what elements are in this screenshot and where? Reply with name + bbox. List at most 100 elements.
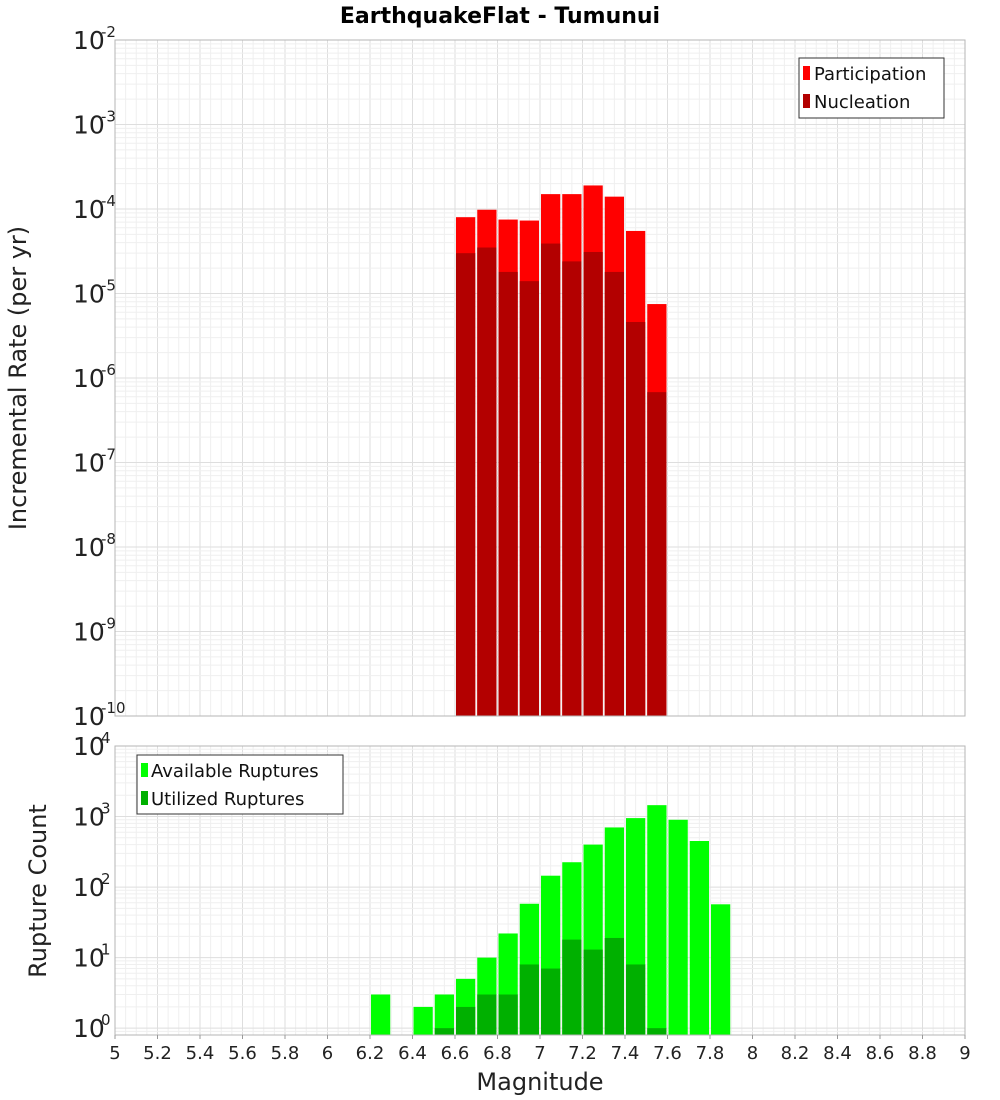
legend-swatch-nucleation [803,94,810,108]
bottom-bar-utilized-ruptures [626,964,646,1035]
bottom-y-tick-label: 102 [73,870,111,902]
x-tick-label: 6 [322,1043,333,1064]
svg-text:10: 10 [73,618,105,647]
bottom-y-axis-label: Rupture Count [24,804,52,978]
svg-text:10: 10 [73,364,105,393]
top-plot-frame [114,39,966,717]
svg-text:-9: -9 [101,615,116,633]
svg-text:-6: -6 [101,361,116,379]
svg-text:-2: -2 [101,23,116,41]
legend-swatch-available [141,763,148,777]
x-tick-label: 8 [747,1043,758,1064]
top-bar-nucleation [541,243,561,716]
top-bar-nucleation [583,251,603,717]
legend-utilized-label: Utilized Ruptures [151,789,304,810]
top-y-axis-label: Incremental Rate (per yr) [4,226,32,530]
svg-text:-8: -8 [101,530,116,548]
top-bar-nucleation [604,271,624,716]
x-tick-label: 8.2 [781,1043,810,1064]
top-legend: Participation Nucleation [798,57,945,119]
bottom-bar-available-ruptures [371,994,391,1035]
top-bar-nucleation [456,253,476,716]
top-y-tick-label: 10-8 [73,530,116,562]
svg-text:10: 10 [73,873,105,902]
svg-text:10: 10 [73,26,105,55]
bottom-bar-utilized-ruptures [647,1028,667,1035]
top-bar-nucleation [498,271,518,716]
svg-text:10: 10 [73,732,105,761]
svg-text:0: 0 [101,1011,111,1029]
x-tick-label: 7 [534,1043,545,1064]
top-bar-nucleation [647,392,667,716]
x-tick-label: 5 [109,1043,120,1064]
bottom-bar-utilized-ruptures [498,994,518,1035]
top-y-tick-label: 10-9 [73,615,116,647]
x-tick-label: 5.6 [228,1043,257,1064]
x-tick-label: 6.2 [356,1043,385,1064]
bottom-bar-available-ruptures [711,904,731,1035]
bottom-y-tick-label: 101 [73,941,111,973]
svg-text:10: 10 [73,195,105,224]
top-y-tick-label: 10-3 [73,108,116,140]
bottom-bar-utilized-ruptures [519,964,539,1035]
bottom-y-tick-label: 104 [73,729,111,761]
x-tick-label: 6.4 [398,1043,427,1064]
top-y-tick-label: 10-10 [73,699,126,731]
bottom-bar-utilized-ruptures [583,949,603,1035]
legend-swatch-participation [803,66,810,80]
bottom-bar-utilized-ruptures [434,1028,454,1035]
svg-text:2: 2 [101,870,111,888]
top-y-tick-label: 10-6 [73,361,116,393]
bottom-bar-utilized-ruptures [477,994,497,1035]
x-tick-label: 5.8 [271,1043,300,1064]
legend-available-label: Available Ruptures [151,761,319,782]
top-bar-nucleation [477,247,497,716]
top-y-tick-label: 10-4 [73,192,116,224]
x-tick-label: 5.2 [143,1043,172,1064]
top-y-tick-label: 10-5 [73,277,116,309]
svg-text:10: 10 [73,280,105,309]
svg-text:10: 10 [73,533,105,562]
top-bar-nucleation [562,261,582,716]
svg-text:-10: -10 [101,699,126,717]
top-y-tick-label: 10-2 [73,23,116,55]
bottom-bar-available-ruptures [434,994,454,1035]
svg-text:-4: -4 [101,192,116,210]
svg-text:10: 10 [73,702,105,731]
bottom-bar-available-ruptures [689,841,709,1035]
bottom-y-tick-label: 100 [73,1011,111,1043]
x-tick-label: 7.8 [696,1043,725,1064]
x-tick-label: 5.4 [186,1043,215,1064]
x-tick-label: 8.6 [866,1043,895,1064]
top-bar-nucleation [519,281,539,716]
bottom-bar-available-ruptures [668,819,688,1035]
svg-text:10: 10 [73,111,105,140]
x-tick-label: 8.8 [908,1043,937,1064]
x-tick-label: 6.8 [483,1043,512,1064]
bottom-bar-utilized-ruptures [562,939,582,1035]
top-bar-nucleation [626,321,646,716]
bottom-bar-available-ruptures [413,1006,433,1035]
bottom-legend: Available Ruptures Utilized Ruptures [136,754,344,815]
legend-nucleation-label: Nucleation [814,92,910,113]
legend-participation-label: Participation [814,64,926,85]
chart-title: EarthquakeFlat - Tumunui [340,4,660,29]
bottom-bar-utilized-ruptures [541,968,561,1035]
svg-text:-7: -7 [101,446,116,464]
svg-text:4: 4 [101,729,111,747]
svg-text:10: 10 [73,803,105,832]
svg-text:3: 3 [101,800,111,818]
svg-text:-3: -3 [101,108,116,126]
svg-text:10: 10 [73,1014,105,1043]
x-tick-label: 8.4 [823,1043,852,1064]
x-tick-label: 7.4 [611,1043,640,1064]
svg-text:1: 1 [101,941,111,959]
x-tick-label: 9 [959,1043,970,1064]
bottom-bar-available-ruptures [647,805,667,1035]
x-axis-label: Magnitude [476,1068,603,1096]
svg-text:10: 10 [73,944,105,973]
x-tick-label: 7.6 [653,1043,682,1064]
